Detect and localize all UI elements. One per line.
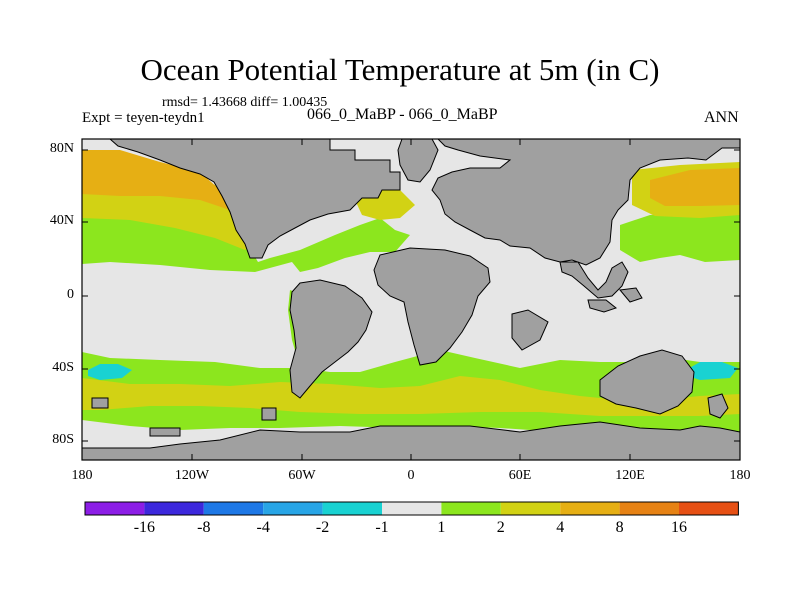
colorbar-swatch-4 [263,502,323,515]
colorbar-swatch-5 [322,502,382,515]
land-south-america [289,279,373,399]
colorbar-label: 1 [437,519,446,536]
orange-band-nw-pacific [650,168,740,206]
land-indonesia [587,287,643,313]
orange-band-north-pacific [82,150,230,210]
colorbar-label: 2 [496,519,505,536]
land-north-america [109,139,401,259]
land-africa [373,247,491,366]
land-masses [82,139,740,460]
colorbar-swatch-7 [441,502,501,515]
colorbar-swatch-11 [679,502,739,515]
colorbar-swatch-1 [85,502,145,515]
lat-label-40n: 40N [49,213,74,228]
land-new-zealand [707,393,729,419]
season-label: ANN [704,109,739,126]
lat-label-80n: 80N [49,141,74,156]
plot-title: Ocean Potential Temperature at 5m (in C) [140,52,660,87]
land-madagascar [511,309,549,351]
colorbar-swatch-6 [382,502,442,515]
lon-label-0: 0 [407,468,415,483]
land-india-se-asia [559,261,629,299]
colorbar [84,501,739,516]
colorbar-label: 4 [556,519,565,536]
colorbar-swatch-3 [203,502,264,515]
colorbar-label: -4 [256,519,270,536]
anomaly-fields [82,150,740,440]
land-south-islands [91,397,277,437]
lon-label-120w: 120W [174,468,210,483]
colorbar-swatch-2 [144,502,204,515]
lon-label-180e: 180 [729,468,751,483]
lat-label-eq: 0 [67,287,74,302]
land-greenland [397,139,439,183]
colorbar-label: -8 [197,519,211,536]
cyan-spot-south-west-pacific [686,362,738,380]
yellow-band-southern-ocean [82,376,740,416]
experiment-name: 066_0_MaBP - 066_0_MaBP [307,106,498,123]
lon-label-60w: 60W [288,468,316,483]
colorbar-label: -1 [375,519,389,536]
colorbar-swatch-8 [500,502,561,515]
colorbar-swatch-9 [560,502,620,515]
map-field [82,139,740,460]
cyan-spot-south-pacific [88,364,132,380]
lon-label-180w: 180 [71,468,93,483]
lat-label-40s: 40S [52,360,74,375]
land-eurasia [431,139,740,266]
map-ticks [82,139,740,460]
colorbar-swatch-10 [619,502,679,515]
colorbar-label: -2 [315,519,330,536]
lat-label-80s: 80S [52,432,74,447]
colorbar-label: 8 [615,519,624,536]
green-band-north-pacific [620,210,740,262]
lon-label-120e: 120E [615,468,645,483]
experiment-label: Expt = teyen-teydn1 [82,110,205,126]
rmsd-diff-stats: rmsd= 1.43668 diff= 1.00435 [162,95,328,110]
lon-label-60e: 60E [508,468,532,483]
land-antarctica [82,421,740,460]
colorbar-label: -16 [133,519,156,536]
land-australia [599,349,695,415]
colorbar-label: 16 [671,519,687,536]
